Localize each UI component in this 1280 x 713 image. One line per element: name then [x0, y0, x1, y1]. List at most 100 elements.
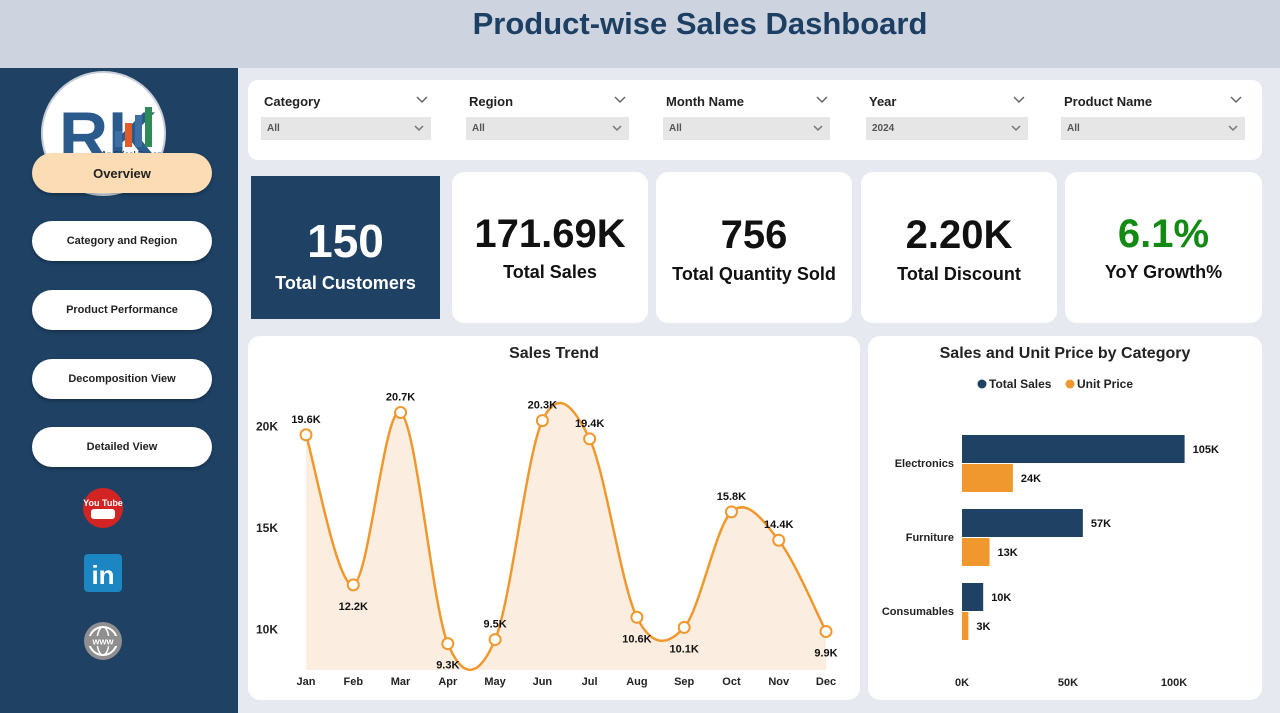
x-tick-label: Feb	[343, 676, 363, 688]
category-bar[interactable]	[962, 464, 1013, 492]
trend-point[interactable]	[535, 414, 549, 428]
website-icon-text: www	[91, 637, 114, 647]
trend-point[interactable]	[772, 533, 786, 547]
kpi-yoy-growth-label: YoY Growth%	[1104, 262, 1223, 282]
sidebar: RK An EXcel Expert ★★★★★ Overview Catego…	[0, 68, 238, 713]
kpi-yoy-growth-value: 6.1%	[1117, 212, 1210, 256]
linkedin-icon[interactable]: in	[82, 552, 124, 594]
month-select-value: All	[669, 123, 682, 134]
trend-point[interactable]	[819, 624, 833, 638]
chevron-down-icon	[813, 125, 823, 132]
category-bar[interactable]	[962, 538, 990, 566]
trend-data-label: 20.3K	[528, 400, 557, 412]
category-bar[interactable]	[962, 583, 984, 611]
category-label: Consumables	[882, 606, 954, 618]
kpi-total-quantity-label: Total Quantity Sold	[672, 264, 836, 284]
category-chart-panel: Sales and Unit Price by Category Total S…	[868, 336, 1262, 700]
region-select[interactable]: All	[466, 117, 629, 140]
bar-data-label: 13K	[998, 547, 1018, 559]
kpi-total-quantity-value: 756	[720, 213, 788, 257]
chevron-down-icon[interactable]	[1012, 95, 1026, 105]
trend-point[interactable]	[630, 610, 644, 624]
trend-point[interactable]	[583, 432, 597, 446]
chevron-down-icon	[414, 125, 424, 132]
x-tick-label: Sep	[674, 676, 694, 688]
year-select-value: 2024	[872, 123, 895, 134]
x-tick-label: Jun	[533, 676, 553, 688]
kpi-total-sales: 171.69K Total Sales	[452, 172, 648, 323]
nav-detailed-view-button[interactable]: Detailed View	[32, 427, 212, 467]
category-label: Electronics	[895, 458, 954, 470]
legend-label: Unit Price	[1077, 377, 1133, 391]
chevron-down-icon[interactable]	[415, 95, 429, 105]
bar-data-label: 10K	[991, 592, 1011, 604]
filter-category-label: Category	[264, 94, 321, 109]
kpi-total-discount-label: Total Discount	[897, 264, 1021, 284]
linkedin-icon-text: in	[91, 560, 114, 590]
x-tick-label: Aug	[626, 676, 647, 688]
y-tick-label: 10K	[256, 622, 278, 636]
website-globe-icon[interactable]: www	[82, 620, 124, 662]
kpi-total-quantity: 756 Total Quantity Sold	[656, 172, 852, 323]
legend-marker	[977, 379, 987, 389]
youtube-icon[interactable]: You Tube	[82, 487, 124, 529]
sales-trend-panel: Sales Trend 10K 15K 20K 19.6K Jan 12.2K Feb 20.…	[248, 336, 860, 700]
filter-product-label: Product Name	[1064, 94, 1153, 109]
trend-data-label: 14.4K	[764, 519, 793, 531]
y-tick-label: 20K	[256, 420, 278, 434]
nav-decomposition-button[interactable]: Decomposition View	[32, 359, 212, 399]
product-select[interactable]: All	[1061, 117, 1245, 140]
x-tick-label: 100K	[1161, 677, 1187, 689]
category-select-value: All	[267, 123, 280, 134]
category-bar[interactable]	[962, 612, 969, 640]
category-bar[interactable]	[962, 435, 1185, 463]
category-chart-title: Sales and Unit Price by Category	[939, 345, 1191, 362]
category-label: Furniture	[906, 532, 954, 544]
trend-point[interactable]	[299, 428, 313, 442]
trend-data-label: 19.4K	[575, 418, 604, 430]
chevron-down-icon[interactable]	[815, 95, 829, 105]
kpi-total-discount: 2.20K Total Discount	[861, 172, 1057, 323]
product-select-value: All	[1067, 123, 1080, 134]
chevron-down-icon[interactable]	[613, 95, 627, 105]
trend-point[interactable]	[394, 405, 408, 419]
nav-overview-button[interactable]: Overview	[32, 153, 212, 193]
x-tick-label: 50K	[1058, 677, 1078, 689]
kpi-total-sales-value: 171.69K	[474, 212, 626, 256]
trend-point[interactable]	[488, 633, 502, 647]
region-select-value: All	[472, 123, 485, 134]
filter-panel: Category All Region All Month Name All Y…	[248, 80, 1262, 160]
category-chart: Total Sales Unit Price Electronics 105K 24K F…	[882, 377, 1219, 689]
sales-trend-title: Sales Trend	[509, 345, 599, 362]
trend-data-label: 19.6K	[291, 414, 320, 426]
chevron-down-icon	[612, 125, 622, 132]
trend-data-label: 9.3K	[436, 660, 459, 672]
kpi-total-discount-value: 2.20K	[905, 213, 1013, 257]
trend-point[interactable]	[346, 578, 360, 592]
trend-data-label: 10.1K	[670, 643, 699, 655]
month-select[interactable]: All	[663, 117, 830, 140]
year-select[interactable]: 2024	[866, 117, 1028, 140]
x-tick-label: Oct	[722, 676, 741, 688]
trend-point[interactable]	[441, 637, 455, 651]
x-tick-label: Mar	[391, 676, 411, 688]
x-tick-label: Jan	[297, 676, 316, 688]
sales-trend-area	[306, 403, 826, 670]
trend-point[interactable]	[724, 505, 738, 519]
bar-data-label: 24K	[1021, 473, 1041, 485]
trend-data-label: 10.6K	[622, 633, 651, 645]
trend-data-label: 9.9K	[814, 647, 837, 659]
nav-category-region-button[interactable]: Category and Region	[32, 221, 212, 261]
x-tick-label: Dec	[816, 676, 836, 688]
kpi-yoy-growth: 6.1% YoY Growth%	[1065, 172, 1262, 323]
nav-product-performance-button[interactable]: Product Performance	[32, 290, 212, 330]
trend-data-label: 15.8K	[717, 491, 746, 503]
category-select[interactable]: All	[261, 117, 431, 140]
trend-point[interactable]	[677, 620, 691, 634]
trend-data-label: 9.5K	[483, 619, 506, 631]
category-bar[interactable]	[962, 509, 1083, 537]
bar-data-label: 105K	[1193, 444, 1219, 456]
filter-region-label: Region	[469, 94, 514, 109]
chevron-down-icon[interactable]	[1229, 95, 1243, 105]
sales-trend-chart: 10K 15K 20K 19.6K Jan 12.2K Feb 20.7K Mar 9.3K Apr…	[256, 391, 838, 688]
